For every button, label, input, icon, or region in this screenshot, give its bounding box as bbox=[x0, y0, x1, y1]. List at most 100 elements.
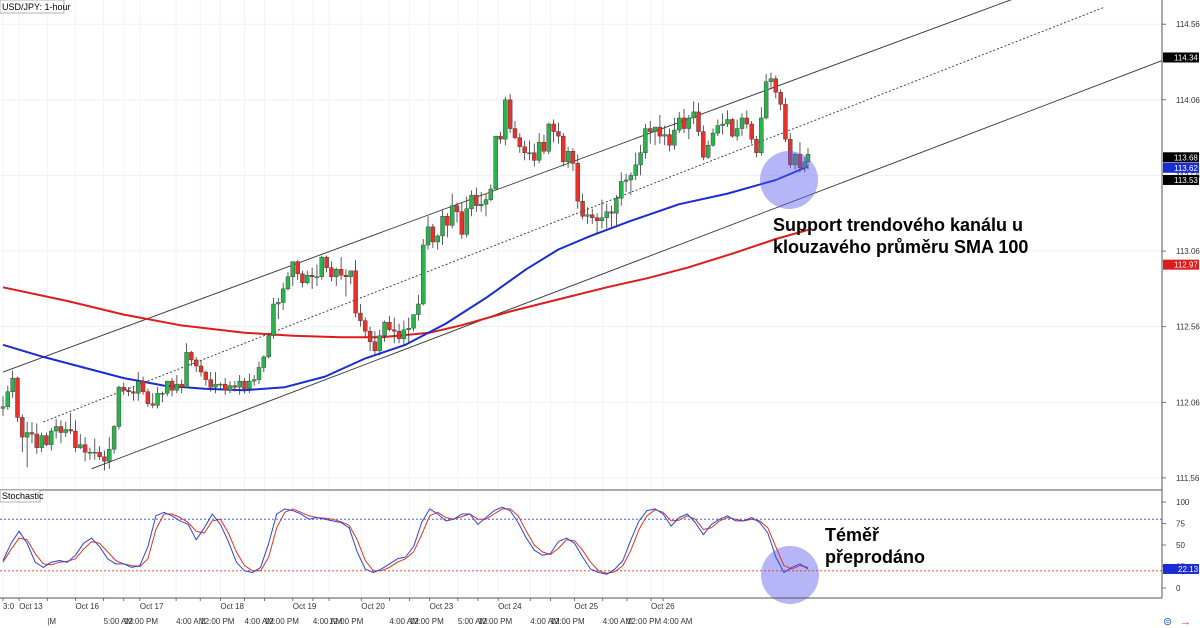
time-tick-label: Oct 20 bbox=[361, 602, 385, 611]
candle-body bbox=[198, 365, 204, 373]
stoch-marker-box bbox=[1163, 563, 1199, 574]
arrow-icon[interactable]: → bbox=[1180, 616, 1191, 628]
candle-body bbox=[10, 377, 15, 392]
candle-body bbox=[63, 429, 68, 433]
candle-body bbox=[749, 123, 754, 140]
candle-body bbox=[435, 235, 440, 243]
candle-body bbox=[179, 383, 184, 388]
candle-body bbox=[367, 331, 373, 342]
candle-body bbox=[126, 389, 131, 392]
price-tick-label: 113.06 bbox=[1176, 247, 1200, 256]
candle-body bbox=[348, 270, 353, 277]
time-tick-label: 12:00 PM bbox=[265, 617, 300, 626]
moving-averages bbox=[2, 165, 809, 392]
candle-body bbox=[261, 356, 267, 368]
candle-body bbox=[783, 104, 788, 140]
stoch-tick-label: 50 bbox=[1176, 541, 1185, 550]
candle-body bbox=[165, 380, 170, 394]
time-tick-label: Oct 16 bbox=[75, 602, 99, 611]
corner-icons[interactable]: ⊜ → bbox=[1163, 616, 1191, 628]
time-tick-label: Oct 19 bbox=[293, 602, 317, 611]
candle-body bbox=[97, 451, 102, 457]
candle-body bbox=[580, 200, 585, 217]
candle-body bbox=[614, 197, 619, 214]
stoch-marker-label: 22.13 bbox=[1178, 565, 1199, 574]
candle-body bbox=[763, 81, 769, 119]
candle-body bbox=[512, 128, 518, 138]
candle-body bbox=[329, 267, 334, 277]
candle-body bbox=[778, 92, 783, 105]
candle-body bbox=[68, 429, 73, 432]
candle-body bbox=[464, 208, 469, 235]
candle-body bbox=[788, 138, 793, 166]
candle-body bbox=[474, 194, 479, 206]
candle-body bbox=[140, 380, 146, 392]
candle-body bbox=[58, 426, 64, 433]
candle-body bbox=[633, 164, 638, 176]
title-box bbox=[0, 0, 65, 14]
candle-body bbox=[24, 432, 30, 438]
price-tick-label: 114.56 bbox=[1176, 20, 1200, 29]
candle-body bbox=[440, 216, 445, 237]
candle-body bbox=[338, 268, 344, 276]
stoch-tick-label: 100 bbox=[1176, 498, 1190, 507]
candle-body bbox=[290, 261, 295, 277]
stochastic-label-box bbox=[0, 489, 41, 503]
candle-body bbox=[314, 276, 320, 278]
candle-body bbox=[459, 211, 465, 235]
candle-body bbox=[305, 275, 310, 284]
candle-body bbox=[686, 117, 692, 129]
candle-body bbox=[169, 380, 175, 391]
candle-body bbox=[609, 211, 614, 214]
candle-body bbox=[213, 383, 218, 388]
link-icon[interactable]: ⊜ bbox=[1163, 616, 1172, 628]
candle-body bbox=[363, 320, 368, 332]
annotation-support-line2: klouzavého průměru SMA 100 bbox=[773, 237, 1028, 257]
candle-body bbox=[102, 456, 107, 462]
time-tick-label: 4:00 AM bbox=[663, 617, 693, 626]
candle-body bbox=[382, 321, 387, 336]
candle-body bbox=[541, 141, 547, 152]
candle-body bbox=[353, 270, 358, 314]
candle-body bbox=[802, 161, 807, 169]
channel-upper-line bbox=[2, 0, 1012, 373]
candle-body bbox=[131, 391, 136, 394]
candle-body bbox=[522, 146, 527, 153]
stoch-tick-label: 0 bbox=[1176, 584, 1181, 593]
candle-body bbox=[430, 226, 436, 243]
candle-body bbox=[648, 128, 653, 132]
candle-body bbox=[483, 199, 489, 205]
candle-body bbox=[488, 188, 494, 200]
candle-body bbox=[227, 385, 233, 391]
candle-body bbox=[744, 117, 750, 125]
candle-body bbox=[623, 179, 629, 182]
candle-body bbox=[121, 386, 126, 391]
price-marker-label: 113.68 bbox=[1174, 153, 1198, 162]
candle-body bbox=[546, 123, 551, 152]
time-tick-label: Oct 25 bbox=[575, 602, 599, 611]
candle-body bbox=[251, 379, 257, 382]
candle-body bbox=[82, 444, 88, 453]
candle-body bbox=[189, 352, 194, 361]
candle-body bbox=[454, 205, 460, 212]
time-tick-label: Oct 18 bbox=[220, 602, 244, 611]
candle-body bbox=[372, 341, 378, 352]
sma100-line bbox=[2, 165, 809, 392]
chart-title: USD/JPY: 1-hour bbox=[2, 2, 71, 12]
candle-body bbox=[203, 371, 209, 380]
candle-body bbox=[49, 430, 54, 445]
candle-body bbox=[155, 393, 160, 406]
candle-body bbox=[87, 451, 93, 454]
candle-body bbox=[358, 312, 363, 321]
candle-body bbox=[527, 152, 532, 154]
candle-body bbox=[754, 138, 759, 153]
candle-body bbox=[570, 151, 576, 164]
candle-body bbox=[705, 144, 711, 158]
price-tick-label: 112.06 bbox=[1176, 398, 1200, 407]
candle-body bbox=[532, 152, 537, 161]
candle-body bbox=[677, 117, 682, 131]
candle-body bbox=[34, 433, 40, 448]
candle-body bbox=[667, 134, 672, 146]
time-tick-label: 3:0 bbox=[3, 602, 15, 611]
